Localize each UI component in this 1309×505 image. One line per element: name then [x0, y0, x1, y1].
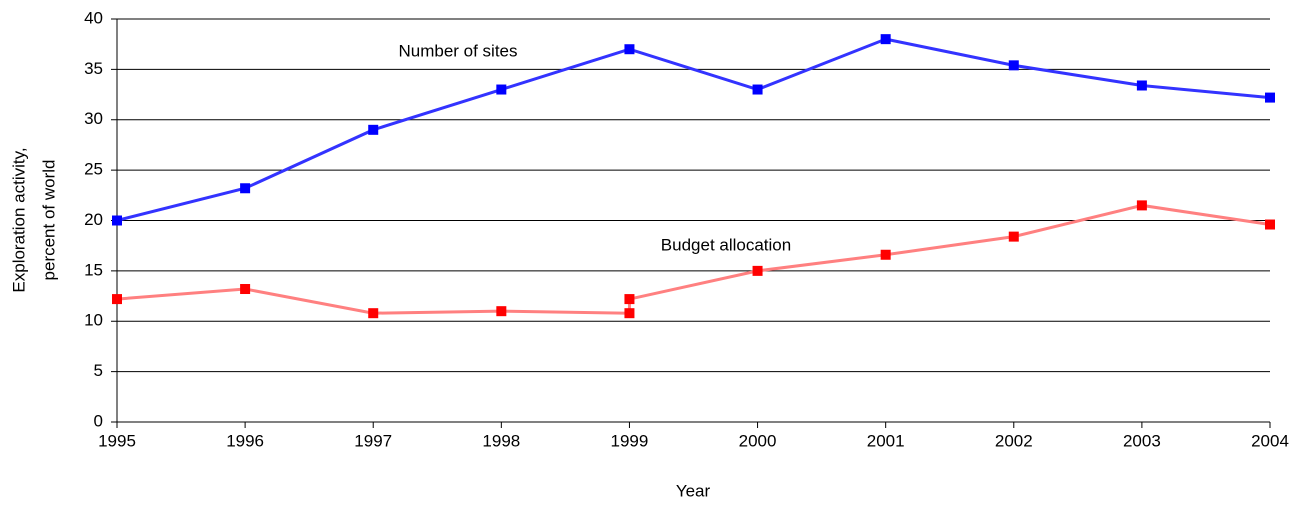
- x-tick-label: 2002: [995, 431, 1033, 450]
- y-tick-label: 20: [84, 210, 103, 229]
- marker: [240, 183, 251, 194]
- marker: [368, 308, 379, 319]
- marker: [1136, 200, 1147, 211]
- marker: [1265, 219, 1275, 230]
- x-tick-label: 2003: [1123, 431, 1161, 450]
- x-tick-label: 2001: [867, 431, 905, 450]
- marker: [112, 294, 122, 305]
- y-tick-label: 40: [84, 8, 103, 27]
- series-line: [116, 37, 1271, 222]
- marker: [240, 284, 251, 295]
- x-tick-label: 2000: [739, 431, 777, 450]
- marker: [752, 84, 763, 95]
- series-line: [116, 203, 1271, 315]
- marker: [752, 265, 763, 276]
- marker: [496, 84, 507, 95]
- series-label: Budget allocation: [661, 235, 791, 254]
- y-tick-label: 15: [84, 260, 103, 279]
- marker: [880, 249, 891, 260]
- x-tick-label: 1995: [98, 431, 136, 450]
- y-tick-label: 25: [84, 160, 103, 179]
- marker: [112, 215, 122, 226]
- marker: [496, 306, 507, 317]
- marker: [880, 34, 891, 45]
- marker: [368, 124, 379, 135]
- marker: [624, 308, 635, 319]
- x-tick-label: 1998: [482, 431, 520, 450]
- x-tick-label: 1997: [354, 431, 392, 450]
- y-axis-label: percent of world: [39, 160, 58, 281]
- marker: [624, 44, 635, 55]
- x-tick-label: 1996: [226, 431, 264, 450]
- x-axis-label: Year: [676, 481, 711, 500]
- marker: [1008, 231, 1019, 242]
- x-tick-label: 1999: [611, 431, 649, 450]
- series-label: Number of sites: [398, 41, 517, 60]
- marker: [1008, 60, 1019, 71]
- y-tick-label: 10: [84, 311, 103, 330]
- marker: [1265, 92, 1275, 103]
- y-tick-label: 30: [84, 109, 103, 128]
- x-tick-label: 2004: [1251, 431, 1289, 450]
- y-tick-label: 5: [94, 361, 103, 380]
- marker: [1136, 80, 1147, 91]
- y-tick-label: 35: [84, 59, 103, 78]
- y-axis-label: Exploration activity,: [9, 147, 28, 292]
- y-tick-label: 0: [94, 411, 103, 430]
- marker: [624, 294, 635, 305]
